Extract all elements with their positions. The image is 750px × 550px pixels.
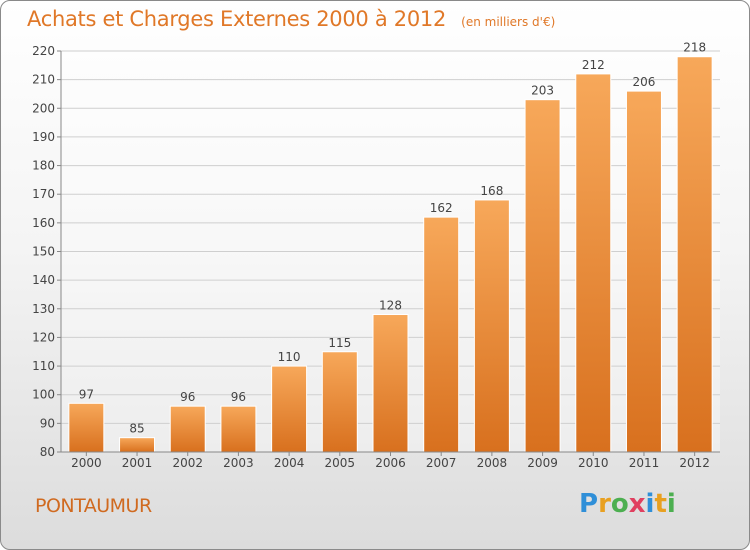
- y-tick-label: 120: [32, 330, 55, 344]
- y-tick-label: 180: [32, 159, 55, 173]
- bar: [575, 73, 612, 453]
- y-tick-label: 220: [32, 44, 55, 58]
- bar: [119, 437, 156, 453]
- bar: [625, 90, 662, 453]
- bar: [473, 199, 510, 453]
- logo-letter: o: [610, 489, 629, 519]
- bar: [321, 351, 358, 453]
- x-tick-label: 2005: [325, 456, 356, 470]
- bar: [524, 99, 561, 453]
- logo-letter: P: [579, 489, 599, 519]
- logo-letter: i: [666, 489, 676, 519]
- bar: [169, 405, 206, 453]
- data-label: 97: [79, 387, 94, 401]
- x-tick-label: 2008: [477, 456, 508, 470]
- x-tick-label: 2006: [375, 456, 406, 470]
- y-tick-label: 130: [32, 302, 55, 316]
- commune-name: PONTAUMUR: [35, 495, 152, 517]
- logo-letter: r: [598, 489, 611, 519]
- x-tick-label: 2003: [223, 456, 254, 470]
- proxiti-logo[interactable]: Proxiti: [579, 489, 676, 519]
- y-tick-label: 210: [32, 73, 55, 87]
- bar: [372, 314, 409, 453]
- logo-letter: t: [654, 489, 667, 519]
- x-tick-label: 2010: [578, 456, 609, 470]
- y-tick-label: 200: [32, 101, 55, 115]
- title-block: Achats et Charges Externes 2000 à 2012 (…: [27, 7, 555, 31]
- data-label: 162: [430, 201, 453, 215]
- data-label: 218: [683, 41, 706, 55]
- data-label: 96: [180, 390, 195, 404]
- y-tick-label: 100: [32, 388, 55, 402]
- x-tick-label: 2004: [274, 456, 305, 470]
- y-tick-label: 140: [32, 273, 55, 287]
- y-tick-label: 170: [32, 187, 55, 201]
- logo-letter: x: [628, 489, 646, 519]
- logo-letter: i: [645, 489, 655, 519]
- chart-title: Achats et Charges Externes 2000 à 2012: [27, 7, 447, 31]
- bar-layer: [68, 56, 713, 453]
- bar: [423, 216, 460, 453]
- bar: [68, 402, 105, 453]
- y-tick-label: 150: [32, 245, 55, 259]
- bar: [271, 365, 308, 453]
- x-tick-label: 2012: [679, 456, 710, 470]
- data-label: 212: [582, 58, 605, 72]
- data-label: 110: [278, 350, 301, 364]
- x-tick-label: 2002: [172, 456, 203, 470]
- x-tick-label: 2011: [629, 456, 660, 470]
- y-tick-label: 160: [32, 216, 55, 230]
- axis-layer: 80 90 100 110 120 130 140 150 160 170 180 190 200 210…: [32, 41, 720, 470]
- y-tick-label: 80: [40, 445, 55, 459]
- data-label: 168: [480, 184, 503, 198]
- y-tick-label: 90: [40, 416, 55, 430]
- data-label: 85: [129, 422, 144, 436]
- chart-subtitle: (en milliers d'€): [461, 15, 556, 29]
- y-tick-label: 110: [32, 359, 55, 373]
- data-label: 203: [531, 84, 554, 98]
- data-label: 96: [231, 390, 246, 404]
- bar: [220, 405, 257, 453]
- x-tick-label: 2007: [426, 456, 457, 470]
- y-tick-label: 190: [32, 130, 55, 144]
- data-label: 115: [328, 336, 351, 350]
- x-tick-label: 2000: [71, 456, 102, 470]
- x-tick-label: 2001: [122, 456, 153, 470]
- x-tick-label: 2009: [527, 456, 558, 470]
- bar: [676, 56, 713, 453]
- data-label: 206: [633, 75, 656, 89]
- data-label: 128: [379, 299, 402, 313]
